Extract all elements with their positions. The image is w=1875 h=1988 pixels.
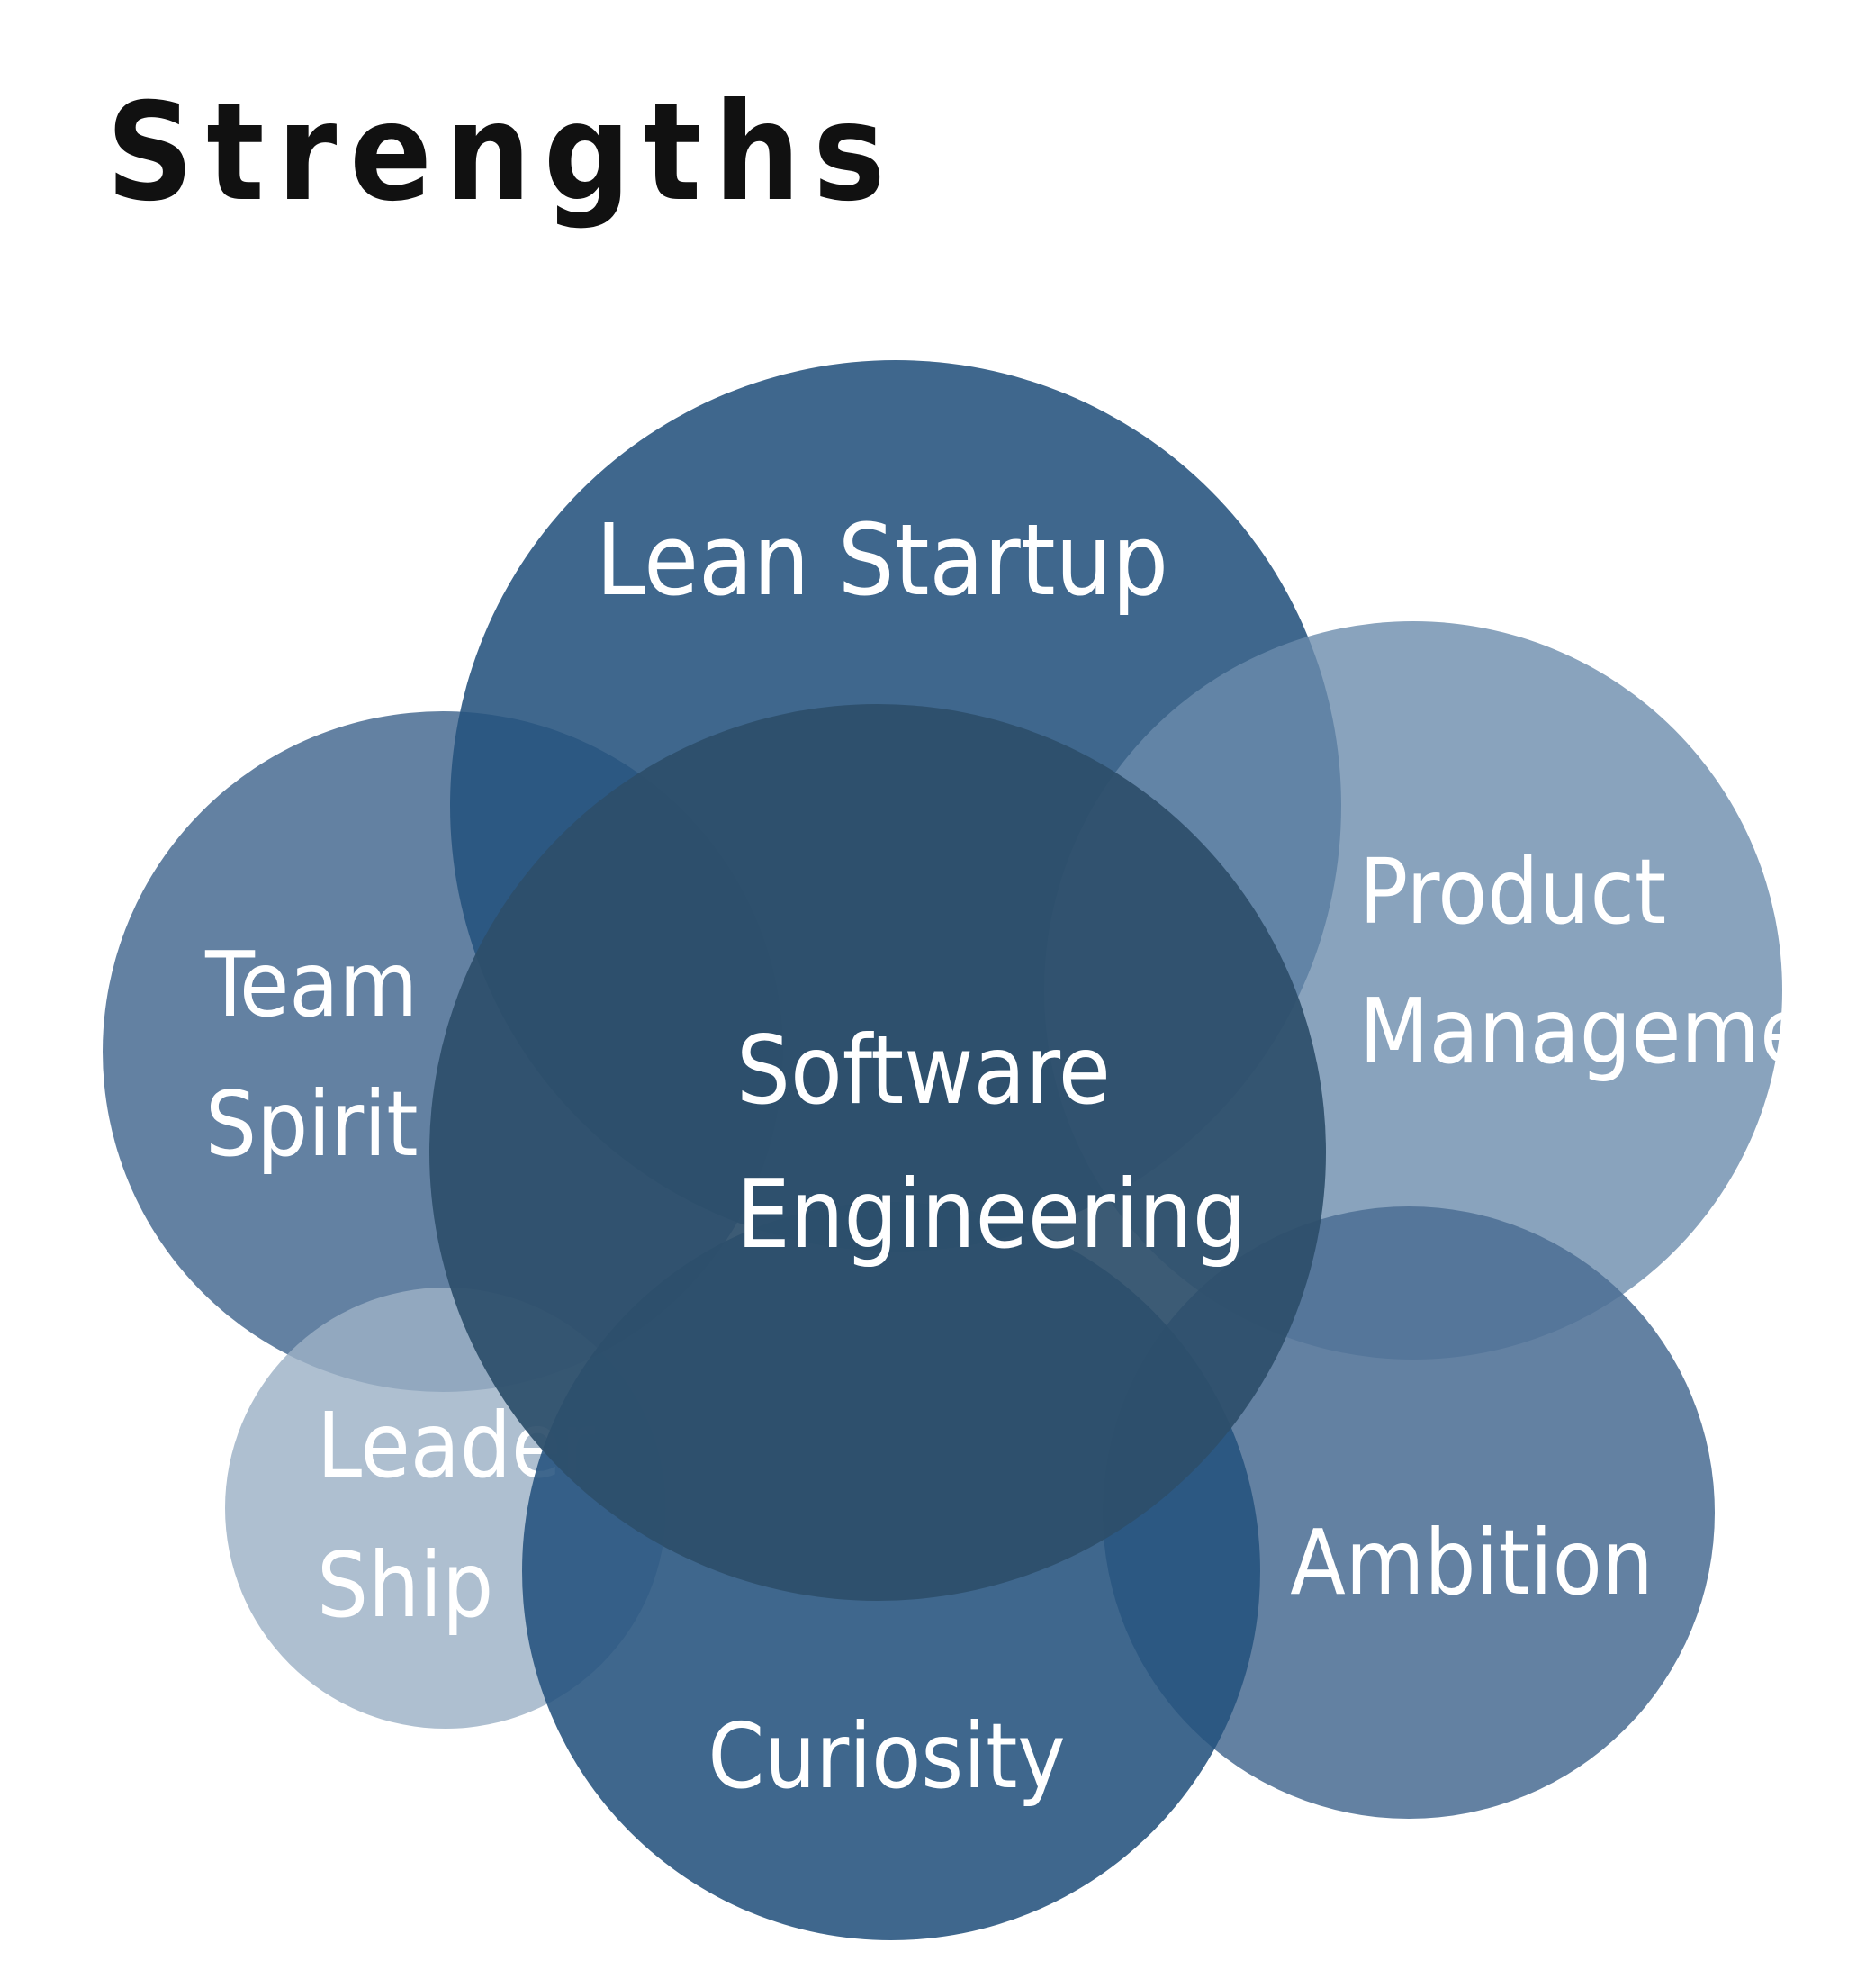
product-management-label-line: Management — [1359, 979, 1875, 1084]
team-spirit-label-line: Team — [204, 932, 418, 1037]
product-management-label-line: Product — [1359, 839, 1666, 944]
lean-startup-label-line: Lean Startup — [596, 502, 1168, 618]
software-engineering-label-line: Engineering — [736, 1160, 1247, 1270]
curiosity-label: Curiosity — [708, 1703, 1065, 1809]
curiosity-label-line: Curiosity — [708, 1703, 1065, 1809]
leadership-label-line: Ship — [317, 1532, 493, 1638]
ambition-label: Ambition — [1290, 1510, 1654, 1615]
lean-startup-label: Lean Startup — [596, 502, 1168, 618]
team-spirit-label-line: Spirit — [205, 1071, 418, 1177]
software-engineering-label-line: Software — [736, 1016, 1111, 1125]
product-management-label: Product Management — [1359, 839, 1875, 1084]
ambition-label-line: Ambition — [1290, 1510, 1654, 1615]
software-engineering-circle — [429, 704, 1326, 1601]
software-engineering-bubble: Software Engineering — [429, 704, 1326, 1601]
page-title: Strengths — [106, 75, 898, 231]
software-engineering-label: Software Engineering — [736, 1016, 1247, 1270]
team-spirit-label: Team Spirit — [204, 932, 418, 1177]
